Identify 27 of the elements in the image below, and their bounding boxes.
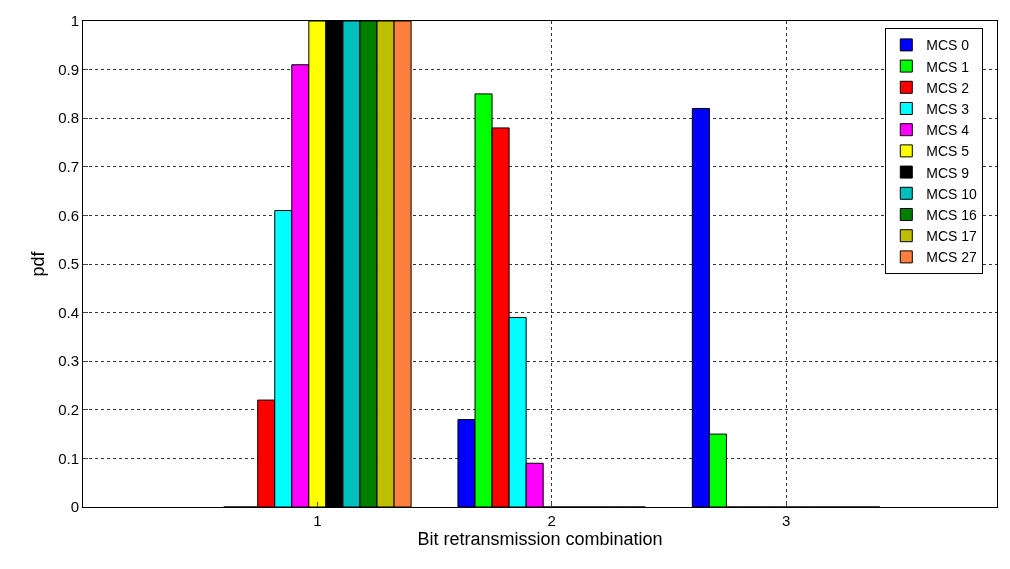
y-tick-label: 0.4 — [58, 303, 79, 321]
y-axis-title: pdf — [28, 250, 49, 277]
legend-label: MCS 1 — [926, 58, 970, 75]
x-tick-label: 2 — [547, 512, 556, 529]
y-tick-label: 0.1 — [58, 449, 79, 467]
legend-label: MCS 10 — [926, 185, 978, 202]
y-tick-label: 0.6 — [58, 206, 79, 224]
legend-label: MCS 4 — [926, 122, 970, 139]
y-tick-label: 0.2 — [58, 401, 79, 419]
y-tick-label: 0 — [70, 498, 79, 516]
legend-label: MCS 5 — [926, 143, 970, 160]
y-tick-label: 0.5 — [58, 255, 79, 273]
y-tick-label: 0.8 — [58, 109, 79, 127]
legend-label: MCS 2 — [926, 79, 970, 96]
x-tick-label: 3 — [781, 512, 791, 529]
legend-label: MCS 9 — [926, 164, 970, 181]
legend-label: MCS 27 — [926, 249, 978, 266]
x-axis-title: Bit retransmission combination — [417, 529, 663, 550]
y-tick-label: 0.3 — [58, 352, 79, 370]
legend-label: MCS 16 — [926, 206, 978, 223]
legend-label: MCS 3 — [926, 100, 970, 117]
legend-label: MCS 17 — [926, 228, 978, 245]
legend-label: MCS 0 — [926, 37, 970, 54]
y-tick-label: 1 — [70, 12, 79, 30]
x-tick-label: 1 — [313, 512, 322, 529]
y-tick-label: 0.7 — [58, 158, 79, 176]
y-tick-label: 0.9 — [58, 60, 79, 78]
